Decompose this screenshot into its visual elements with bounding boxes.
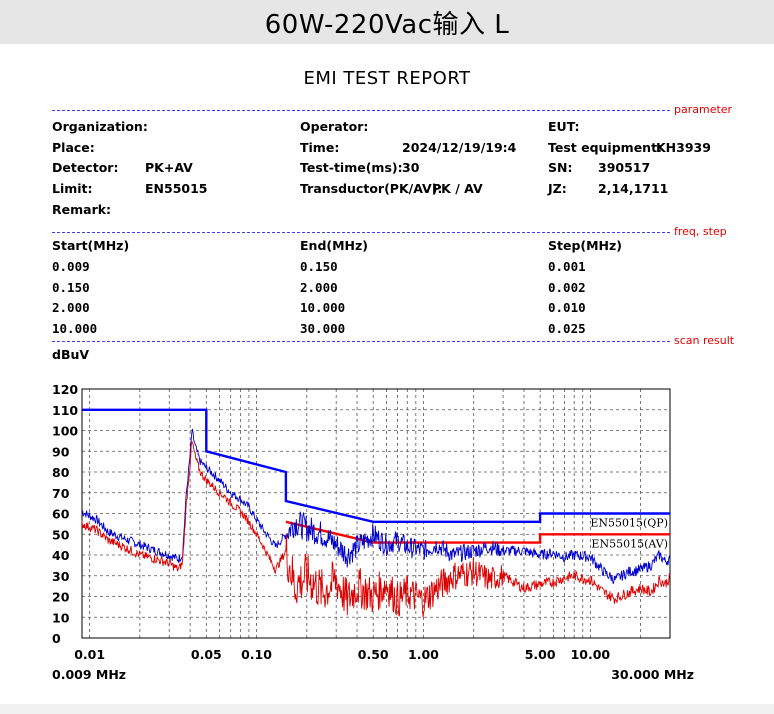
limit-line-qp [82,408,670,524]
freq-cell: 0.150 [300,259,338,274]
x-tick-label: 0.50 [358,647,389,662]
scan-result-section-label: scan result [674,334,735,347]
time-value: 2024/12/19/19:4 [402,140,517,155]
freq-cell: 0.001 [548,259,586,274]
freq-cell: 2.000 [52,300,90,315]
detector-value: PK+AV [145,160,193,175]
x-start-label: 0.009 MHz [52,667,126,682]
sn-label: SN: [548,160,573,175]
y-tick-label: 110 [52,403,78,418]
freq-cell: 0.009 [52,259,90,274]
equipment-label: Test equipment: [548,140,663,155]
x-end-label: 30.000 MHz [611,667,694,682]
freq-cell: 0.025 [548,321,586,336]
eut-label: EUT: [548,119,580,134]
limit-label: Limit: [52,181,93,196]
limit-label-av: EN55015(AV) [591,537,668,550]
x-tick-label: 10.00 [571,647,611,662]
jz-label: JZ: [548,181,567,196]
transductor-value: PK / AV [432,181,483,196]
parameter-separator [52,110,670,111]
scan-result-separator [52,341,670,342]
y-tick-label: 40 [52,548,70,563]
freq-cell: 30.000 [300,321,346,336]
banner-title: 60W-220Vac输入 L [264,9,510,40]
banner: 60W-220Vac输入 L [0,0,774,44]
y-tick-label: 0 [52,631,61,646]
sn-value: 390517 [598,160,651,175]
freq-header-start: Start(MHz) [52,238,130,253]
freq-cell: 0.150 [52,280,90,295]
freq-cell: 0.002 [548,280,586,295]
freq-header-end: End(MHz) [300,238,368,253]
limit-line-av [285,520,670,544]
emi-chart: EN55015(QP) EN55015(AV) 0 10 20 30 40 50 60 70 80… [52,382,694,682]
transductor-label: Transductor(PK/AV): [300,181,443,196]
y-tick-label: 20 [52,590,70,605]
y-tick-label: 60 [52,507,70,522]
operator-label: Operator: [300,119,369,134]
jz-value: 2,14,1711 [598,181,669,196]
remark-label: Remark: [52,202,112,217]
axis-labels: 0 10 20 30 40 50 60 70 80 90 100 110 120 0.01 0.05 0.10… [52,382,694,682]
limit-label-qp: EN55015(QP) [590,517,668,530]
x-tick-label: 5.00 [525,647,556,662]
footer-band [0,704,774,714]
y-tick-label: 30 [52,569,70,584]
measurement-traces [81,428,671,618]
place-label: Place: [52,140,95,155]
detector-label: Detector: [52,160,119,175]
y-tick-label: 90 [52,444,70,459]
x-tick-label: 0.01 [74,647,105,662]
test-time-value: 30 [402,160,420,175]
freq-header-step: Step(MHz) [548,238,623,253]
y-axis-unit: dBuV [52,347,90,362]
test-time-label: Test-time(ms): [300,160,403,175]
y-tick-label: 120 [52,382,78,397]
freq-step-separator [52,232,670,233]
freq-cell: 10.000 [52,321,98,336]
y-tick-label: 10 [52,610,70,625]
freq-cell: 0.010 [548,300,586,315]
limit-lines: EN55015(QP) EN55015(AV) [82,408,670,550]
x-tick-label: 1.00 [408,647,439,662]
limit-value: EN55015 [145,181,208,196]
x-tick-label: 0.10 [241,647,272,662]
report-title: EMI TEST REPORT [303,68,471,89]
parameter-section-label: parameter [674,103,733,116]
freq-cell: 10.000 [300,300,346,315]
equipment-value: KH3939 [656,140,711,155]
freq-step-section-label: freq, step [674,225,727,238]
organization-label: Organization: [52,119,148,134]
freq-cell: 2.000 [300,280,338,295]
time-label: Time: [300,140,340,155]
trace-peak [81,428,671,585]
trace-average [81,440,671,618]
y-tick-label: 80 [52,465,70,480]
y-tick-label: 70 [52,486,70,501]
y-tick-label: 50 [52,527,70,542]
x-tick-label: 0.05 [191,647,222,662]
y-tick-label: 100 [52,424,78,439]
